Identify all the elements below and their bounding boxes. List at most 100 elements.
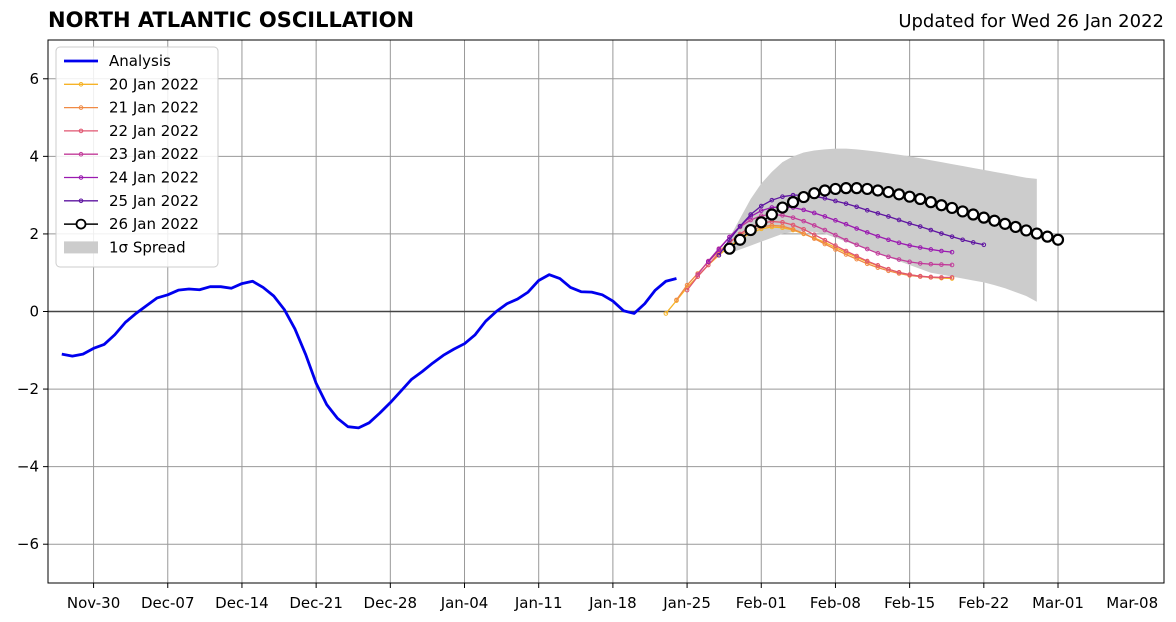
- forecast-point: [960, 237, 965, 243]
- x-tick-label: Feb-01: [736, 594, 787, 612]
- forecast-point: [875, 211, 881, 216]
- forecast-point: [928, 274, 934, 280]
- legend-label: Analysis: [109, 52, 171, 70]
- forecast-point: [854, 226, 859, 231]
- plot-area: [61, 148, 1065, 430]
- forecast-point: [790, 226, 796, 232]
- latest-point: [776, 201, 789, 214]
- x-tick-label: Dec-14: [215, 594, 269, 612]
- forecast-point: [716, 252, 722, 258]
- latest-point: [839, 182, 853, 195]
- updated-date: Updated for Wed 26 Jan 2022: [898, 11, 1164, 32]
- forecast-point: [907, 272, 912, 277]
- forecast-point: [949, 262, 955, 268]
- forecast-point: [917, 261, 923, 266]
- legend-label: 21 Jan 2022: [109, 99, 199, 117]
- legend-box: [55, 46, 219, 268]
- forecast-point: [758, 203, 764, 209]
- forecast-point: [864, 258, 870, 264]
- forecast-point: [705, 259, 711, 265]
- x-tick-label: Mar-01: [1032, 594, 1084, 612]
- forecast-point: [917, 273, 923, 279]
- latest-point: [914, 192, 927, 206]
- forecast-point: [949, 249, 955, 255]
- forecast-point: [949, 275, 955, 280]
- y-axis: −6 −4 −2 0 2 4 6: [17, 70, 48, 553]
- x-tick-label: Jan-04: [440, 594, 489, 612]
- x-tick-label: Dec-21: [289, 594, 343, 612]
- forecast-point: [917, 245, 923, 250]
- forecast-point: [928, 261, 934, 267]
- forecast-point: [875, 233, 881, 239]
- forecast-point: [875, 263, 881, 268]
- forecast-point: [864, 207, 870, 213]
- forecast-point: [886, 266, 891, 272]
- legend-handle-latest-marker: [75, 218, 87, 230]
- legend-handle-marker: [78, 82, 84, 87]
- legend-handle-marker: [78, 198, 84, 204]
- chart-title: NORTH ATLANTIC OSCILLATION: [48, 8, 415, 32]
- y-tick-label: −2: [17, 380, 39, 398]
- forecast-point: [811, 223, 817, 228]
- forecast-point: [684, 287, 690, 293]
- forecast-point: [822, 237, 828, 243]
- forecast-point: [928, 227, 934, 233]
- forecast-point: [896, 257, 902, 262]
- forecast-point: [907, 243, 912, 248]
- forecast-point: [833, 198, 838, 204]
- forecast-point: [896, 217, 902, 223]
- forecast-point: [801, 226, 806, 232]
- forecast-point: [758, 208, 764, 213]
- forecast-point: [875, 251, 881, 256]
- latest-point: [988, 214, 1001, 227]
- forecast-point: [769, 197, 775, 203]
- legend-handle-marker: [78, 175, 84, 180]
- x-tick-label: Feb-15: [884, 594, 935, 612]
- forecast-point: [695, 272, 700, 277]
- forecast-point: [907, 259, 912, 265]
- legend-label: 25 Jan 2022: [109, 192, 199, 210]
- forecast-point: [695, 274, 700, 279]
- forecast-point: [801, 207, 806, 213]
- legend-handle-marker: [78, 151, 84, 157]
- forecast-point: [843, 221, 849, 227]
- latest-point: [892, 188, 906, 201]
- x-axis: Nov-30 Dec-07 Dec-14 Dec-21 Dec-28 Jan-04 Jan-…: [67, 583, 1158, 612]
- forecast-point: [801, 231, 806, 236]
- latest-point: [882, 185, 895, 199]
- latest-point: [808, 187, 821, 200]
- forecast-point: [949, 234, 955, 239]
- legend-label: 20 Jan 2022: [109, 75, 199, 93]
- y-tick-label: 0: [29, 303, 39, 321]
- latest-point: [1030, 227, 1043, 240]
- forecast-points-5: [716, 192, 987, 258]
- latest-point: [1020, 224, 1033, 237]
- x-tick-label: Dec-28: [364, 594, 418, 612]
- forecast-point: [981, 242, 987, 248]
- forecast-point: [886, 254, 891, 260]
- forecast-point: [843, 237, 849, 243]
- legend-handle-marker: [78, 105, 84, 110]
- y-tick-label: −4: [17, 458, 39, 476]
- forecast-point: [674, 297, 679, 303]
- forecast-point: [854, 253, 859, 259]
- forecast-point: [811, 210, 817, 216]
- forecast-point: [864, 230, 870, 235]
- x-tick-label: Jan-18: [588, 594, 637, 612]
- latest-point: [924, 196, 937, 209]
- forecast-point: [833, 232, 838, 238]
- x-tick-label: Nov-30: [67, 594, 120, 612]
- forecast-point: [833, 218, 838, 223]
- forecast-point: [843, 201, 849, 206]
- forecast-point: [864, 246, 870, 252]
- latest-point: [829, 182, 842, 196]
- latest-point: [723, 242, 736, 255]
- forecast-point: [822, 214, 828, 219]
- forecast-point: [864, 261, 870, 267]
- latest-point: [998, 217, 1012, 230]
- latest-point: [1051, 233, 1065, 246]
- legend-label: 23 Jan 2022: [109, 145, 199, 163]
- forecast-point: [748, 212, 753, 217]
- latest-point: [755, 216, 768, 229]
- legend-handle-spread: [64, 241, 98, 254]
